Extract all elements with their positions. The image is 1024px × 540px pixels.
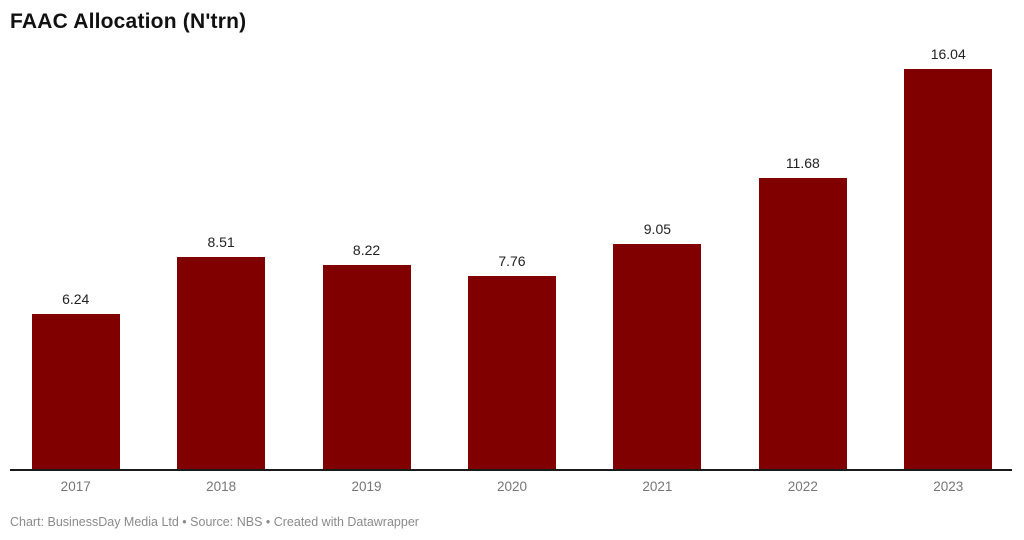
x-tick-label: 2020	[496, 479, 527, 494]
value-label: 7.76	[498, 253, 526, 269]
bar-group-2018: 8.51 2018	[148, 55, 293, 494]
bar-2019[interactable]	[322, 264, 411, 470]
value-label: 9.05	[643, 220, 672, 237]
value-label: 11.68	[785, 155, 820, 171]
x-tick-label: 2017	[60, 479, 91, 494]
bar-2022[interactable]	[758, 178, 847, 470]
chart-attribution: Chart: BusinessDay Media Ltd • Source: N…	[10, 515, 419, 529]
value-label: 16.04	[930, 46, 966, 62]
chart-title: FAAC Allocation (N'trn)	[10, 10, 247, 33]
bar-2023[interactable]	[904, 69, 993, 470]
x-tick-label: 2022	[787, 479, 818, 494]
plot-area: 6.24 2017 8.51 2018 8.22 2019 7.76 2020 9.05 2021…	[3, 46, 1021, 494]
bar-2021[interactable]	[613, 243, 702, 470]
value-label: 6.24	[62, 291, 90, 307]
bar-group-2020: 7.76 2020	[439, 55, 584, 494]
bar-2018[interactable]	[177, 257, 266, 470]
bar-group-2019: 8.22 2019	[294, 55, 439, 494]
bar-group-2023: 16.04 2023	[876, 46, 1021, 494]
x-axis-line	[10, 469, 1012, 471]
x-tick-label: 2019	[351, 479, 382, 494]
bar-2020[interactable]	[467, 276, 556, 470]
value-label: 8.51	[207, 234, 235, 251]
value-label: 8.22	[352, 241, 381, 258]
x-tick-label: 2018	[206, 479, 237, 494]
bar-group-2021: 9.05 2021	[585, 55, 730, 494]
bar-group-2022: 11.68 2022	[730, 55, 875, 494]
bar-2017[interactable]	[31, 314, 120, 470]
x-tick-label: 2021	[642, 479, 673, 494]
bar-group-2017: 6.24 2017	[3, 55, 148, 494]
x-tick-label: 2023	[933, 479, 964, 494]
